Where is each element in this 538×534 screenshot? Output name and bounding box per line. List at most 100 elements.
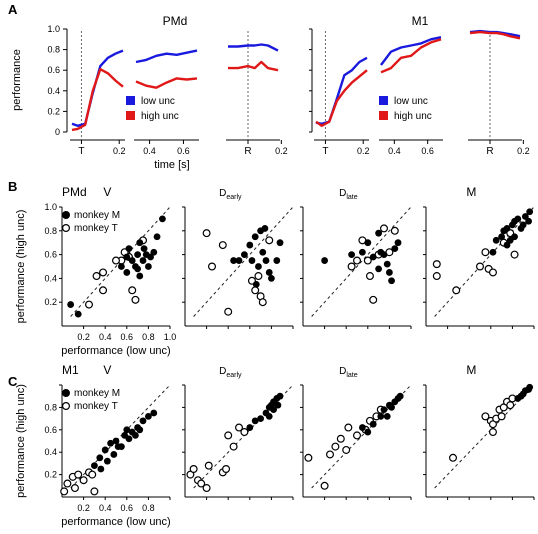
m1-x-label: performance (low unc) [61,516,170,528]
point-monkey-m [252,280,260,288]
point-monkey-m [118,263,125,270]
point-monkey-m [147,253,154,261]
point-monkey-m [492,236,500,244]
point-monkey-m [251,417,259,425]
m1-title: M1 [412,14,429,28]
point-monkey-t [481,248,490,257]
x-tick-label: 0.6 [177,146,190,156]
point-monkey-m [134,265,142,273]
point-monkey-m [321,257,328,264]
pmd-panel-1-diagonal [193,206,294,317]
point-monkey-t [92,272,101,281]
m1-panel-0-x-tick-label: 0.8 [142,503,155,513]
m1-panel-0-y-tick-label: 0.4 [44,447,57,457]
pmd-panel-0-y-tick-label: 0.8 [44,226,57,236]
point-monkey-t [452,286,461,295]
pmd-panel-0-x-tick-label: 1.0 [164,332,177,342]
point-monkey-m [375,265,382,273]
point-monkey-m [391,245,399,253]
point-monkey-m [525,217,532,225]
point-monkey-m [159,215,166,223]
point-monkey-m [521,213,529,220]
point-monkey-t [111,256,120,265]
point-monkey-m [273,257,281,264]
pmd-title: PMd [163,14,188,28]
point-monkey-m [123,269,131,276]
pmd-panel-0-y-tick-label: 0.6 [44,250,57,260]
point-monkey-m [251,233,259,241]
point-monkey-m [139,417,147,425]
event-label-R: R [244,146,251,157]
point-monkey-m [348,251,355,258]
point-monkey-t [202,229,211,238]
legend-marker-monkey-M [61,389,70,398]
point-monkey-t [432,260,441,269]
point-monkey-m [388,404,395,411]
pmd-x-label: time [s] [154,159,189,171]
point-monkey-m [103,457,111,465]
x-tick-label: 0.4 [143,146,156,156]
point-monkey-t [131,295,140,304]
m1-panel-0-x-tick-label: 0.2 [77,503,90,513]
point-monkey-m [383,412,391,420]
point-monkey-t [208,262,217,271]
point-monkey-m [274,401,282,409]
point-monkey-t [235,423,244,432]
point-monkey-m [359,424,366,431]
m1-panel-0-x-tick-label: 0.4 [99,503,112,513]
point-monkey-m [74,310,82,318]
legend-label-monkey-T: monkey T [74,223,118,234]
point-monkey-m [265,269,273,276]
legend-label-monkey-M: monkey M [74,210,120,221]
m1-panel-0-x-tick-label: 0.6 [121,503,134,513]
series-line-low-unc [380,36,442,66]
point-monkey-t [229,442,238,451]
point-monkey-m [270,406,277,414]
point-monkey-t [481,412,490,421]
point-monkey-t [353,256,362,265]
point-monkey-t [63,479,72,488]
point-monkey-t [336,434,345,443]
point-monkey-m [255,263,262,270]
point-monkey-t [347,262,356,271]
pmd-y-tick-label: 0.4 [47,86,60,96]
point-monkey-m [498,233,505,241]
pmd-y-tick-label: 0.2 [47,106,60,116]
point-monkey-m [514,215,522,223]
pmd-panel-0-y-tick-label: 1.0 [44,202,57,212]
point-monkey-m [96,454,104,462]
point-monkey-t [128,286,137,295]
point-monkey-m [67,301,75,308]
point-monkey-m [246,241,254,249]
point-monkey-t [254,272,263,281]
point-monkey-m [383,260,391,268]
legend-swatch-high-unc [379,111,388,120]
point-monkey-t [99,268,108,277]
point-monkey-m [230,257,238,264]
point-monkey-m [259,248,267,256]
point-monkey-t [320,481,329,490]
point-monkey-m [97,465,105,473]
point-monkey-t [88,470,97,479]
m1-row-label: M1 [62,363,79,377]
point-monkey-m [262,257,270,264]
point-monkey-m [388,277,395,285]
m1-panel-1-title: Dearly [219,366,242,379]
series-line-high-unc [71,67,124,132]
m1-panel-3-title: M [466,363,476,377]
pmd-panel-0-x-tick-label: 0.8 [142,332,155,342]
point-monkey-t [202,484,211,493]
point-monkey-t [506,401,515,410]
pmd-panel-0-title: V [103,185,111,199]
point-monkey-t [70,484,79,493]
point-monkey-m [359,248,366,256]
point-monkey-t [74,470,83,479]
point-monkey-m [489,248,497,256]
point-monkey-t [60,487,69,496]
point-monkey-t [510,250,519,259]
point-monkey-m [380,406,388,414]
m1-panel-0-title: V [103,363,111,377]
m1-panel-0-y-tick-label: 0.6 [44,425,57,435]
series-line-low-unc [315,56,368,126]
point-monkey-m [140,245,148,253]
